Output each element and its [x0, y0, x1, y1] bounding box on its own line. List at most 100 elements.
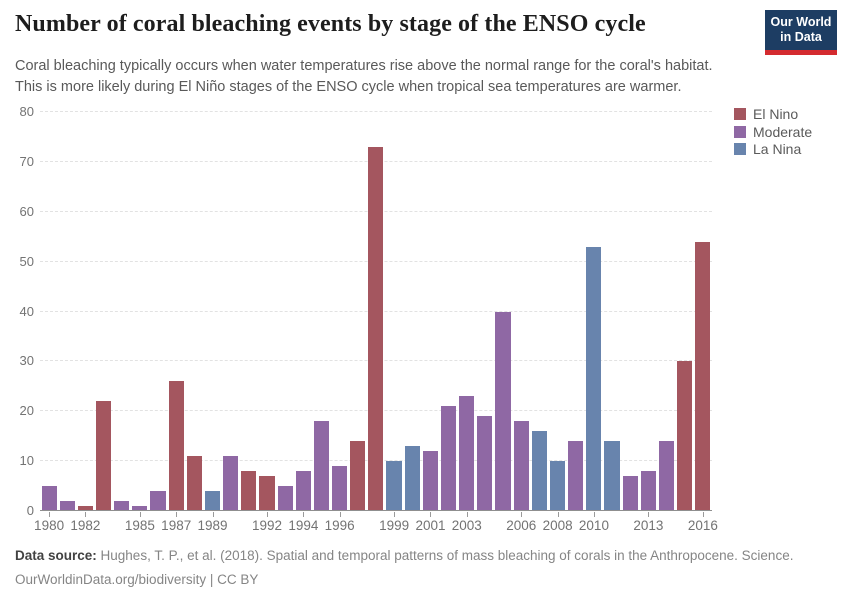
bar-1983[interactable]: [95, 401, 112, 511]
owid-logo: Our World in Data: [765, 10, 837, 55]
x-tick-label-1994: 1994: [288, 518, 319, 533]
bar-2010[interactable]: [586, 246, 602, 511]
bar-2001[interactable]: [422, 451, 438, 511]
x-tick-label-1992: 1992: [251, 518, 283, 533]
y-tick-label-40: 40: [19, 303, 34, 319]
y-tick-label-20: 20: [19, 403, 34, 419]
el-nino-swatch-icon: [734, 108, 746, 120]
bar-2011[interactable]: [604, 441, 620, 511]
x-tick-mark-2016: [702, 512, 704, 517]
data-source-text: Hughes, T. P., et al. (2018). Spatial an…: [96, 548, 794, 563]
legend-label: Moderate: [753, 123, 813, 140]
x-tick-label-2013: 2013: [633, 518, 664, 533]
x-tick-mark-1987: [176, 512, 178, 517]
x-tick-label-2016: 2016: [687, 518, 718, 533]
subtitle-line-1: Coral bleaching typically occurs when wa…: [15, 58, 713, 74]
bar-1985[interactable]: [132, 506, 148, 511]
bar-1986[interactable]: [150, 491, 166, 511]
x-tick-mark-1999: [394, 512, 396, 517]
legend-label: El Nino: [753, 106, 799, 122]
bar-1992[interactable]: [259, 476, 275, 511]
owid-logo-line1: Our World: [770, 15, 832, 29]
x-tick-label-2003: 2003: [451, 518, 482, 533]
bar-2014[interactable]: [658, 441, 674, 511]
bar-1993[interactable]: [277, 486, 293, 511]
bar-2016[interactable]: [695, 241, 711, 511]
chart-subtitle: Coral bleaching typically occurs when wa…: [15, 56, 755, 98]
x-tick-label-2006: 2006: [506, 518, 537, 533]
bar-1995[interactable]: [313, 421, 329, 511]
footer: Data source: Hughes, T. P., et al. (2018…: [15, 544, 835, 592]
y-axis: 0 10 20 30 40 50 60 70 80: [0, 104, 34, 518]
legend: El Nino Moderate La Nina: [734, 106, 812, 159]
x-tick-label-1987: 1987: [161, 518, 192, 533]
legend-item-el-nino: El Nino: [734, 106, 812, 122]
bar-2007[interactable]: [531, 431, 547, 511]
bar-1999[interactable]: [386, 461, 402, 511]
x-tick-mark-2013: [648, 512, 650, 517]
x-tick-label-2001: 2001: [415, 518, 446, 533]
bar-1981[interactable]: [59, 501, 75, 511]
x-tick-label-1980: 1980: [34, 518, 65, 533]
data-source-line: Data source: Hughes, T. P., et al. (2018…: [15, 544, 835, 568]
bar-1991[interactable]: [241, 471, 257, 511]
bar-1987[interactable]: [168, 381, 184, 511]
x-tick-mark-1994: [303, 512, 305, 517]
plot-area: [40, 111, 712, 511]
bar-1996[interactable]: [332, 466, 348, 511]
y-tick-label-60: 60: [19, 203, 34, 219]
x-tick-mark-1996: [339, 512, 341, 517]
bar-2009[interactable]: [568, 441, 584, 511]
x-tick-label-1985: 1985: [124, 518, 155, 533]
x-tick-mark-2010: [593, 512, 595, 517]
x-tick-mark-1992: [267, 512, 269, 517]
bar-2008[interactable]: [549, 461, 566, 511]
legend-label: La Nina: [753, 141, 802, 157]
subtitle-line-2: This is more likely during El Niño stage…: [15, 79, 682, 96]
y-tick-label-0: 0: [26, 503, 34, 518]
bar-1994[interactable]: [295, 471, 311, 511]
bars: [40, 112, 712, 511]
bar-1980[interactable]: [41, 486, 57, 511]
bar-2003[interactable]: [459, 396, 475, 511]
bar-2002[interactable]: [440, 406, 457, 511]
x-tick-mark-1985: [139, 512, 141, 517]
y-tick-label-50: 50: [19, 253, 34, 269]
x-tick-mark-1989: [212, 512, 214, 517]
bar-2015[interactable]: [676, 361, 693, 511]
bar-1998[interactable]: [368, 146, 384, 511]
x-tick-label-1989: 1989: [197, 518, 228, 533]
bar-1997[interactable]: [350, 441, 366, 511]
x-axis: 1980 1982 1985 1987 1989 1992 1994 1996 1999 2001…: [34, 511, 718, 541]
x-axis-baseline: [40, 510, 712, 511]
x-tick-mark-2001: [430, 512, 432, 517]
bar-1984[interactable]: [114, 501, 130, 511]
bar-1988[interactable]: [186, 456, 202, 511]
legend-item-moderate: Moderate: [734, 124, 812, 140]
bar-2013[interactable]: [640, 471, 656, 511]
bar-2000[interactable]: [404, 446, 420, 511]
moderate-swatch-icon: [734, 125, 746, 138]
x-tick-label-1982: 1982: [70, 518, 101, 533]
data-source-label: Data source:: [15, 548, 97, 563]
bar-1990[interactable]: [223, 456, 239, 511]
x-tick-mark-2006: [521, 512, 523, 517]
x-tick-label-1999: 1999: [379, 518, 410, 533]
x-tick-mark-2008: [557, 512, 559, 517]
legend-item-la-nina: La Nina: [734, 141, 812, 157]
bar-2005[interactable]: [495, 311, 511, 511]
license-line: OurWorldinData.org/biodiversity | CC BY: [15, 572, 259, 587]
bar-2006[interactable]: [513, 421, 529, 511]
bar-1989[interactable]: [204, 491, 221, 511]
bar-2012[interactable]: [622, 476, 638, 511]
page-title: Number of coral bleaching events by stag…: [15, 11, 646, 37]
bar-1982[interactable]: [77, 506, 93, 511]
y-tick-label-10: 10: [19, 453, 34, 469]
x-tick-mark-1980: [49, 512, 51, 517]
x-tick-label-1996: 1996: [324, 518, 355, 533]
la-nina-swatch-icon: [734, 143, 746, 155]
y-tick-label-70: 70: [19, 153, 34, 169]
bar-2004[interactable]: [477, 416, 493, 511]
gridline-80: [40, 111, 712, 112]
x-tick-mark-1982: [85, 512, 87, 517]
